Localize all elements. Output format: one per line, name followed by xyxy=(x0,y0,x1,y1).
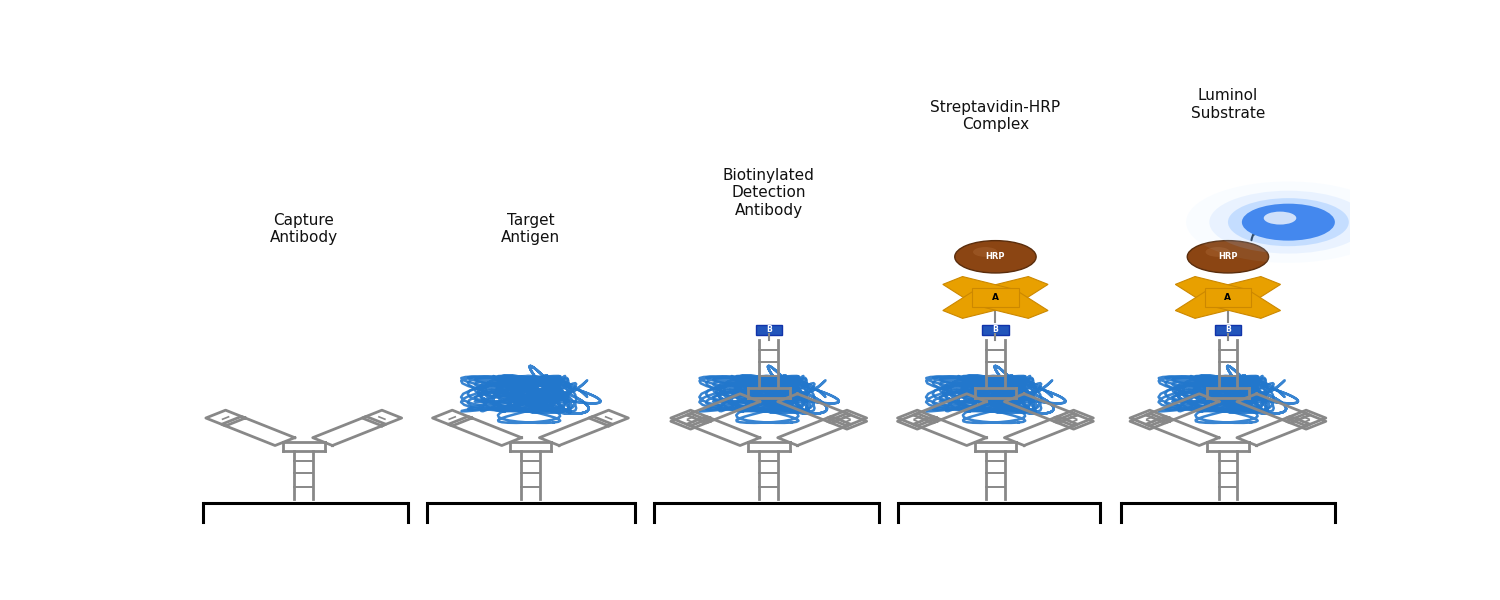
Polygon shape xyxy=(975,277,1048,305)
Text: Streptavidin-HRP
Complex: Streptavidin-HRP Complex xyxy=(930,100,1060,132)
Text: Target
Antigen: Target Antigen xyxy=(501,213,560,245)
Text: A: A xyxy=(992,293,999,302)
Polygon shape xyxy=(944,277,1016,305)
Polygon shape xyxy=(1208,277,1281,305)
Circle shape xyxy=(1209,191,1368,254)
Text: Capture
Antibody: Capture Antibody xyxy=(270,213,338,245)
Polygon shape xyxy=(975,290,1048,319)
Text: HRP: HRP xyxy=(1218,252,1237,262)
Polygon shape xyxy=(1208,290,1281,319)
Text: B: B xyxy=(1226,325,1232,334)
Polygon shape xyxy=(1176,277,1248,305)
FancyBboxPatch shape xyxy=(1204,288,1251,307)
Circle shape xyxy=(1206,247,1230,257)
Circle shape xyxy=(974,247,998,257)
Circle shape xyxy=(954,241,1036,273)
Text: B: B xyxy=(766,325,771,334)
Text: A: A xyxy=(1224,293,1232,302)
Circle shape xyxy=(1188,241,1269,273)
Polygon shape xyxy=(1176,290,1248,319)
Circle shape xyxy=(1242,203,1335,241)
FancyBboxPatch shape xyxy=(972,288,1018,307)
Text: Luminol
Substrate: Luminol Substrate xyxy=(1191,88,1264,121)
Circle shape xyxy=(1263,212,1296,224)
Circle shape xyxy=(1186,181,1390,263)
Text: HRP: HRP xyxy=(986,252,1005,262)
Circle shape xyxy=(1228,198,1348,246)
Text: B: B xyxy=(993,325,999,334)
Polygon shape xyxy=(944,290,1016,319)
Text: Biotinylated
Detection
Antibody: Biotinylated Detection Antibody xyxy=(723,168,815,218)
